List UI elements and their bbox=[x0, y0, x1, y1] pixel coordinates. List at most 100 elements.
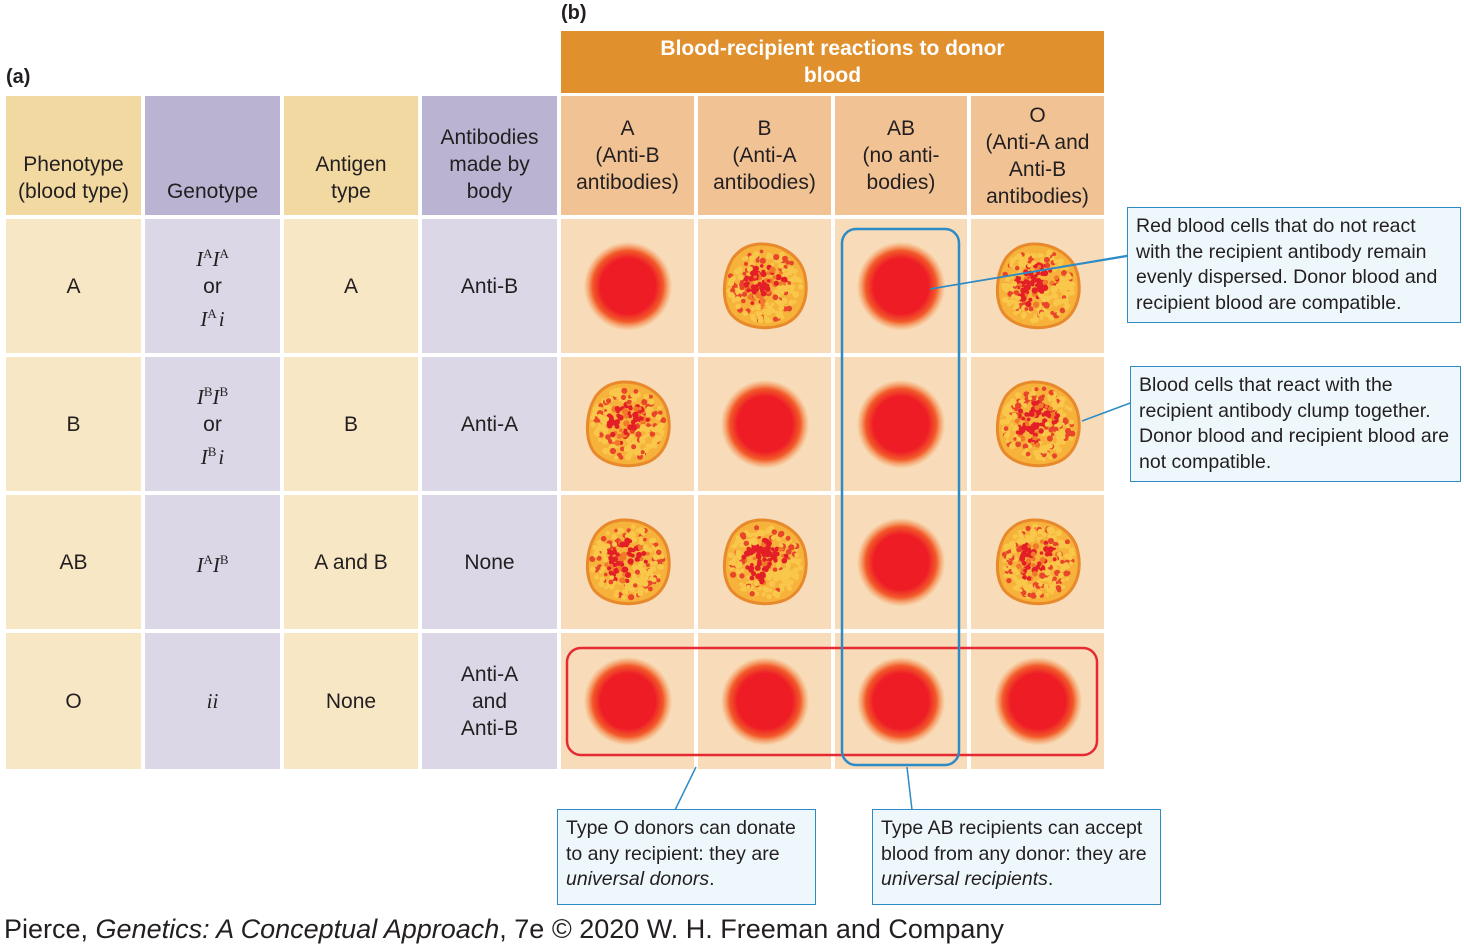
blood-cell bbox=[597, 403, 603, 408]
blood-cell bbox=[630, 531, 636, 537]
blood-cell bbox=[634, 577, 639, 583]
blood-cell bbox=[601, 553, 606, 558]
blood-cell bbox=[795, 560, 801, 566]
blood-cell bbox=[1064, 281, 1071, 287]
blood-cell bbox=[1031, 287, 1038, 294]
blood-cell bbox=[645, 551, 650, 556]
blood-cell bbox=[741, 291, 747, 297]
blood-cell bbox=[621, 408, 628, 415]
blood-cell bbox=[783, 286, 788, 291]
blood-cell bbox=[1001, 296, 1008, 303]
blood-cell bbox=[764, 547, 771, 554]
blood-cell bbox=[1045, 313, 1051, 319]
blood-cell bbox=[1029, 423, 1036, 430]
blood-cell bbox=[784, 260, 790, 265]
blood-cell bbox=[608, 559, 614, 565]
dispersed-blood-sample bbox=[583, 656, 672, 746]
blood-cell bbox=[1034, 422, 1040, 428]
header-genotype: Genotype bbox=[145, 96, 280, 215]
blood-cell bbox=[1029, 592, 1037, 599]
blood-cell bbox=[736, 561, 742, 567]
blood-cell bbox=[613, 419, 620, 425]
blood-cell bbox=[592, 544, 598, 551]
antigen-value: B bbox=[343, 412, 358, 436]
blood-cell bbox=[753, 525, 759, 531]
blood-cell bbox=[605, 404, 612, 411]
blood-cell bbox=[1022, 568, 1027, 573]
blood-cell bbox=[1009, 399, 1017, 406]
dispersed-blood-sample bbox=[856, 241, 946, 331]
blood-cell bbox=[1064, 428, 1071, 435]
blood-cell bbox=[654, 426, 661, 432]
blood-cell bbox=[1037, 449, 1042, 453]
blood-cell bbox=[756, 585, 762, 591]
blood-cell bbox=[632, 397, 636, 402]
blood-cell bbox=[1015, 430, 1020, 435]
blood-cell bbox=[1039, 258, 1044, 263]
blood-cell bbox=[1021, 575, 1027, 580]
blood-cell bbox=[1018, 588, 1022, 593]
blood-cell bbox=[1008, 274, 1014, 280]
recipient-callout-emphasis: universal recipients bbox=[881, 868, 1048, 890]
blood-cell bbox=[1036, 528, 1043, 535]
blood-cell bbox=[608, 419, 615, 426]
blood-cell bbox=[659, 554, 664, 559]
blood-cell bbox=[777, 281, 782, 286]
blood-cell bbox=[780, 297, 787, 304]
blood-cell bbox=[1050, 411, 1055, 417]
blood-cell bbox=[1004, 276, 1010, 283]
blood-cell bbox=[619, 562, 624, 567]
blood-cell bbox=[1034, 442, 1040, 448]
blood-cell bbox=[633, 546, 638, 550]
blood-cell bbox=[749, 575, 754, 581]
blood-cell bbox=[640, 551, 646, 556]
blood-cell bbox=[630, 419, 636, 425]
blood-cell bbox=[1029, 390, 1036, 397]
recipient-callout-end: . bbox=[1047, 868, 1054, 890]
blood-cell bbox=[1041, 386, 1046, 392]
blood-cell bbox=[736, 266, 743, 272]
recipient-header-ab: AB (no anti-bodies) bbox=[835, 96, 967, 215]
blood-cell bbox=[752, 318, 757, 323]
blood-cell bbox=[1025, 564, 1031, 570]
blood-cell bbox=[632, 389, 638, 394]
blood-cell bbox=[730, 276, 735, 281]
blood-cell bbox=[759, 298, 766, 305]
blood-cell bbox=[618, 577, 625, 584]
row-b-antibodies: Anti-A bbox=[422, 357, 557, 491]
blood-cell bbox=[602, 557, 608, 563]
recipient-antibodies: (Anti-A antibodies) bbox=[713, 144, 816, 194]
blood-cell bbox=[772, 567, 777, 573]
panel-label-a: (a) bbox=[6, 66, 31, 88]
blood-cell bbox=[1004, 544, 1010, 550]
blood-cell bbox=[1034, 564, 1040, 570]
blood-cell bbox=[657, 410, 662, 415]
blood-cell bbox=[1036, 253, 1042, 258]
blood-cell bbox=[746, 266, 753, 273]
blood-cell bbox=[754, 288, 758, 292]
blood-cell bbox=[635, 449, 642, 456]
blood-cell bbox=[1058, 555, 1063, 560]
blood-cell bbox=[1027, 297, 1032, 302]
genotype-line-1: IBIB bbox=[196, 383, 229, 409]
blood-cell bbox=[773, 289, 778, 294]
blood-cell bbox=[1022, 443, 1028, 450]
blood-cell bbox=[1049, 585, 1056, 592]
blood-cell bbox=[756, 561, 762, 567]
blood-cell bbox=[1005, 439, 1010, 444]
blood-cell bbox=[1042, 295, 1049, 302]
blood-cell bbox=[1002, 573, 1008, 578]
caption-rest: , 7e © 2020 W. H. Freeman and Company bbox=[499, 914, 1004, 944]
blood-cell bbox=[747, 532, 752, 538]
blood-cell bbox=[1026, 576, 1031, 581]
universal-recipient-callout: Type AB recipients can accept blood from… bbox=[872, 809, 1161, 905]
blood-cell bbox=[1068, 561, 1073, 566]
blood-cell bbox=[655, 578, 660, 583]
blood-cell bbox=[1001, 271, 1008, 278]
blood-cell bbox=[1001, 558, 1007, 563]
blood-cell bbox=[1052, 259, 1058, 264]
blood-cell bbox=[614, 589, 619, 594]
blood-cell bbox=[1024, 552, 1030, 558]
row-ab-antigen: A and B bbox=[284, 495, 418, 629]
blood-cell bbox=[776, 259, 780, 264]
